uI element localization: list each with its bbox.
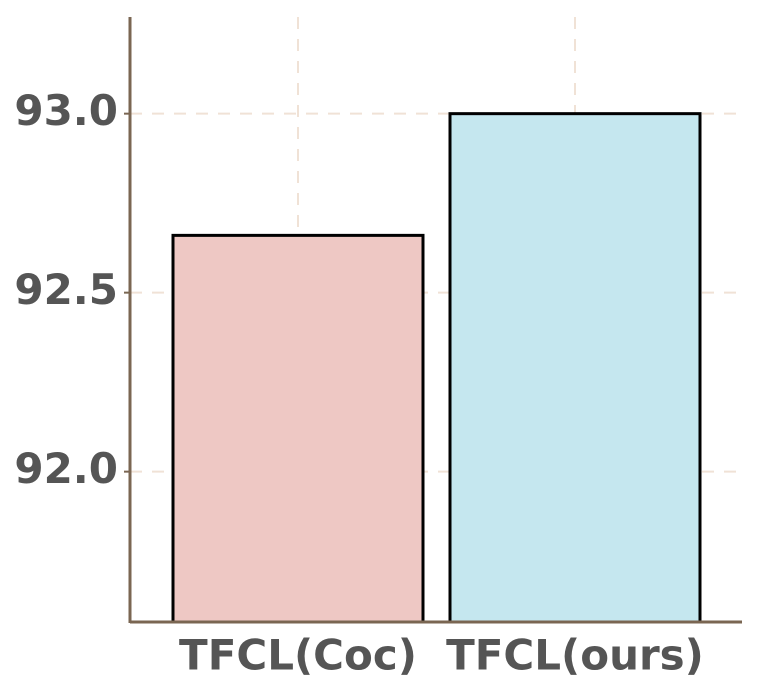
bar <box>171 233 425 624</box>
bar <box>448 112 702 624</box>
x-tick-label: TFCL(ours) <box>446 631 704 680</box>
y-tick-label: 93.0 <box>14 86 118 135</box>
y-tick-label: 92.0 <box>14 444 118 493</box>
x-tick-label: TFCL(Coc) <box>179 631 417 680</box>
y-tick-label: 92.5 <box>14 265 118 314</box>
